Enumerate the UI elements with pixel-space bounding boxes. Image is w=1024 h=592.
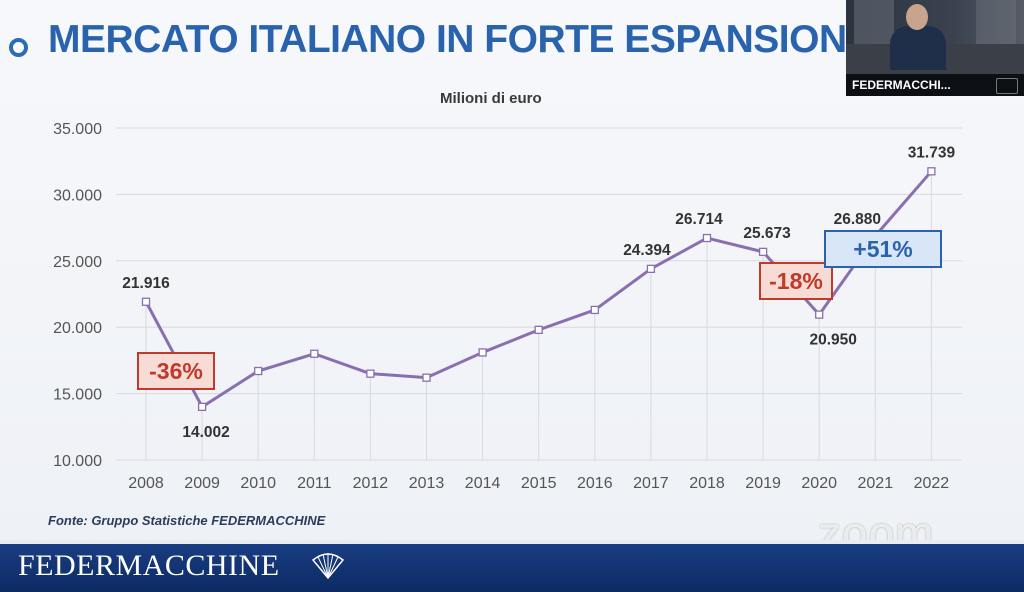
title-bullet-icon bbox=[9, 38, 28, 57]
data-point bbox=[478, 348, 487, 357]
data-label: 14.002 bbox=[182, 424, 229, 441]
y-tick-label: 15.000 bbox=[53, 387, 102, 404]
data-point bbox=[422, 373, 431, 382]
data-point bbox=[141, 297, 151, 306]
annotation-label: +51% bbox=[853, 236, 912, 262]
x-tick-label: 2013 bbox=[409, 475, 445, 492]
page-title: MERCATO ITALIANO IN FORTE ESPANSIONE bbox=[48, 18, 873, 61]
annotation-label: -36% bbox=[149, 358, 203, 384]
y-tick-label: 35.000 bbox=[53, 121, 102, 138]
data-label: 21.916 bbox=[122, 275, 170, 292]
video-wall-panel bbox=[976, 0, 1016, 48]
x-tick-label: 2009 bbox=[184, 475, 220, 492]
x-tick-label: 2020 bbox=[801, 475, 837, 492]
data-point bbox=[815, 310, 824, 319]
y-tick-label: 20.000 bbox=[53, 320, 102, 337]
chart-subtitle: Milioni di euro bbox=[440, 90, 542, 107]
x-tick-label: 2010 bbox=[240, 475, 276, 492]
y-tick-label: 10.000 bbox=[53, 453, 102, 470]
footer-brand: FEDERMACCHINE bbox=[18, 549, 280, 582]
x-tick-label: 2021 bbox=[858, 475, 894, 492]
video-wall-panel bbox=[854, 0, 894, 48]
data-point bbox=[646, 264, 656, 273]
data-label: 26.880 bbox=[834, 211, 881, 228]
chart-source: Fonte: Gruppo Statistiche FEDERMACCHINE bbox=[48, 513, 326, 528]
data-point bbox=[197, 402, 207, 412]
data-point bbox=[702, 233, 712, 243]
x-tick-label: 2018 bbox=[689, 475, 725, 492]
data-point bbox=[310, 349, 319, 358]
y-tick-label: 25.000 bbox=[53, 254, 102, 271]
participant-video-tile[interactable]: FEDERMACCHI... bbox=[846, 0, 1024, 96]
annotation-box bbox=[137, 352, 215, 390]
data-point bbox=[534, 325, 543, 335]
data-label: 24.394 bbox=[623, 242, 671, 259]
x-tick-label: 2016 bbox=[577, 475, 613, 492]
data-point bbox=[254, 366, 263, 376]
x-tick-label: 2011 bbox=[297, 475, 332, 492]
data-point bbox=[590, 305, 599, 315]
x-tick-label: 2022 bbox=[914, 475, 950, 492]
footer-divider bbox=[0, 540, 1024, 544]
data-label: 25.673 bbox=[743, 225, 791, 242]
data-label: 26.714 bbox=[675, 211, 723, 228]
video-logo-icon bbox=[996, 78, 1018, 94]
data-label: 31.739 bbox=[908, 144, 956, 161]
data-point bbox=[758, 247, 768, 257]
x-tick-label: 2019 bbox=[745, 475, 781, 492]
x-tick-label: 2008 bbox=[128, 475, 164, 492]
footer-bar bbox=[0, 540, 1024, 592]
annotation-box bbox=[759, 262, 833, 300]
x-tick-label: 2015 bbox=[521, 475, 557, 492]
line-chart: 10.000 15.000 20.000 25.000 30.000 35.000 2008… bbox=[53, 121, 962, 492]
speaker-body bbox=[890, 26, 946, 70]
data-label: 20.950 bbox=[809, 332, 856, 349]
y-tick-label: 30.000 bbox=[53, 187, 102, 204]
annotation-label: -18% bbox=[769, 268, 823, 294]
data-point bbox=[927, 167, 936, 176]
x-tick-label: 2012 bbox=[353, 475, 389, 492]
x-tick-label: 2017 bbox=[633, 475, 669, 492]
speaker-head bbox=[906, 4, 928, 30]
x-tick-label: 2014 bbox=[465, 475, 501, 492]
annotation-box bbox=[824, 230, 942, 268]
participant-name: FEDERMACCHI... bbox=[846, 74, 1024, 96]
federmacchine-shell-logo-icon bbox=[311, 553, 345, 580]
data-point bbox=[366, 369, 375, 378]
